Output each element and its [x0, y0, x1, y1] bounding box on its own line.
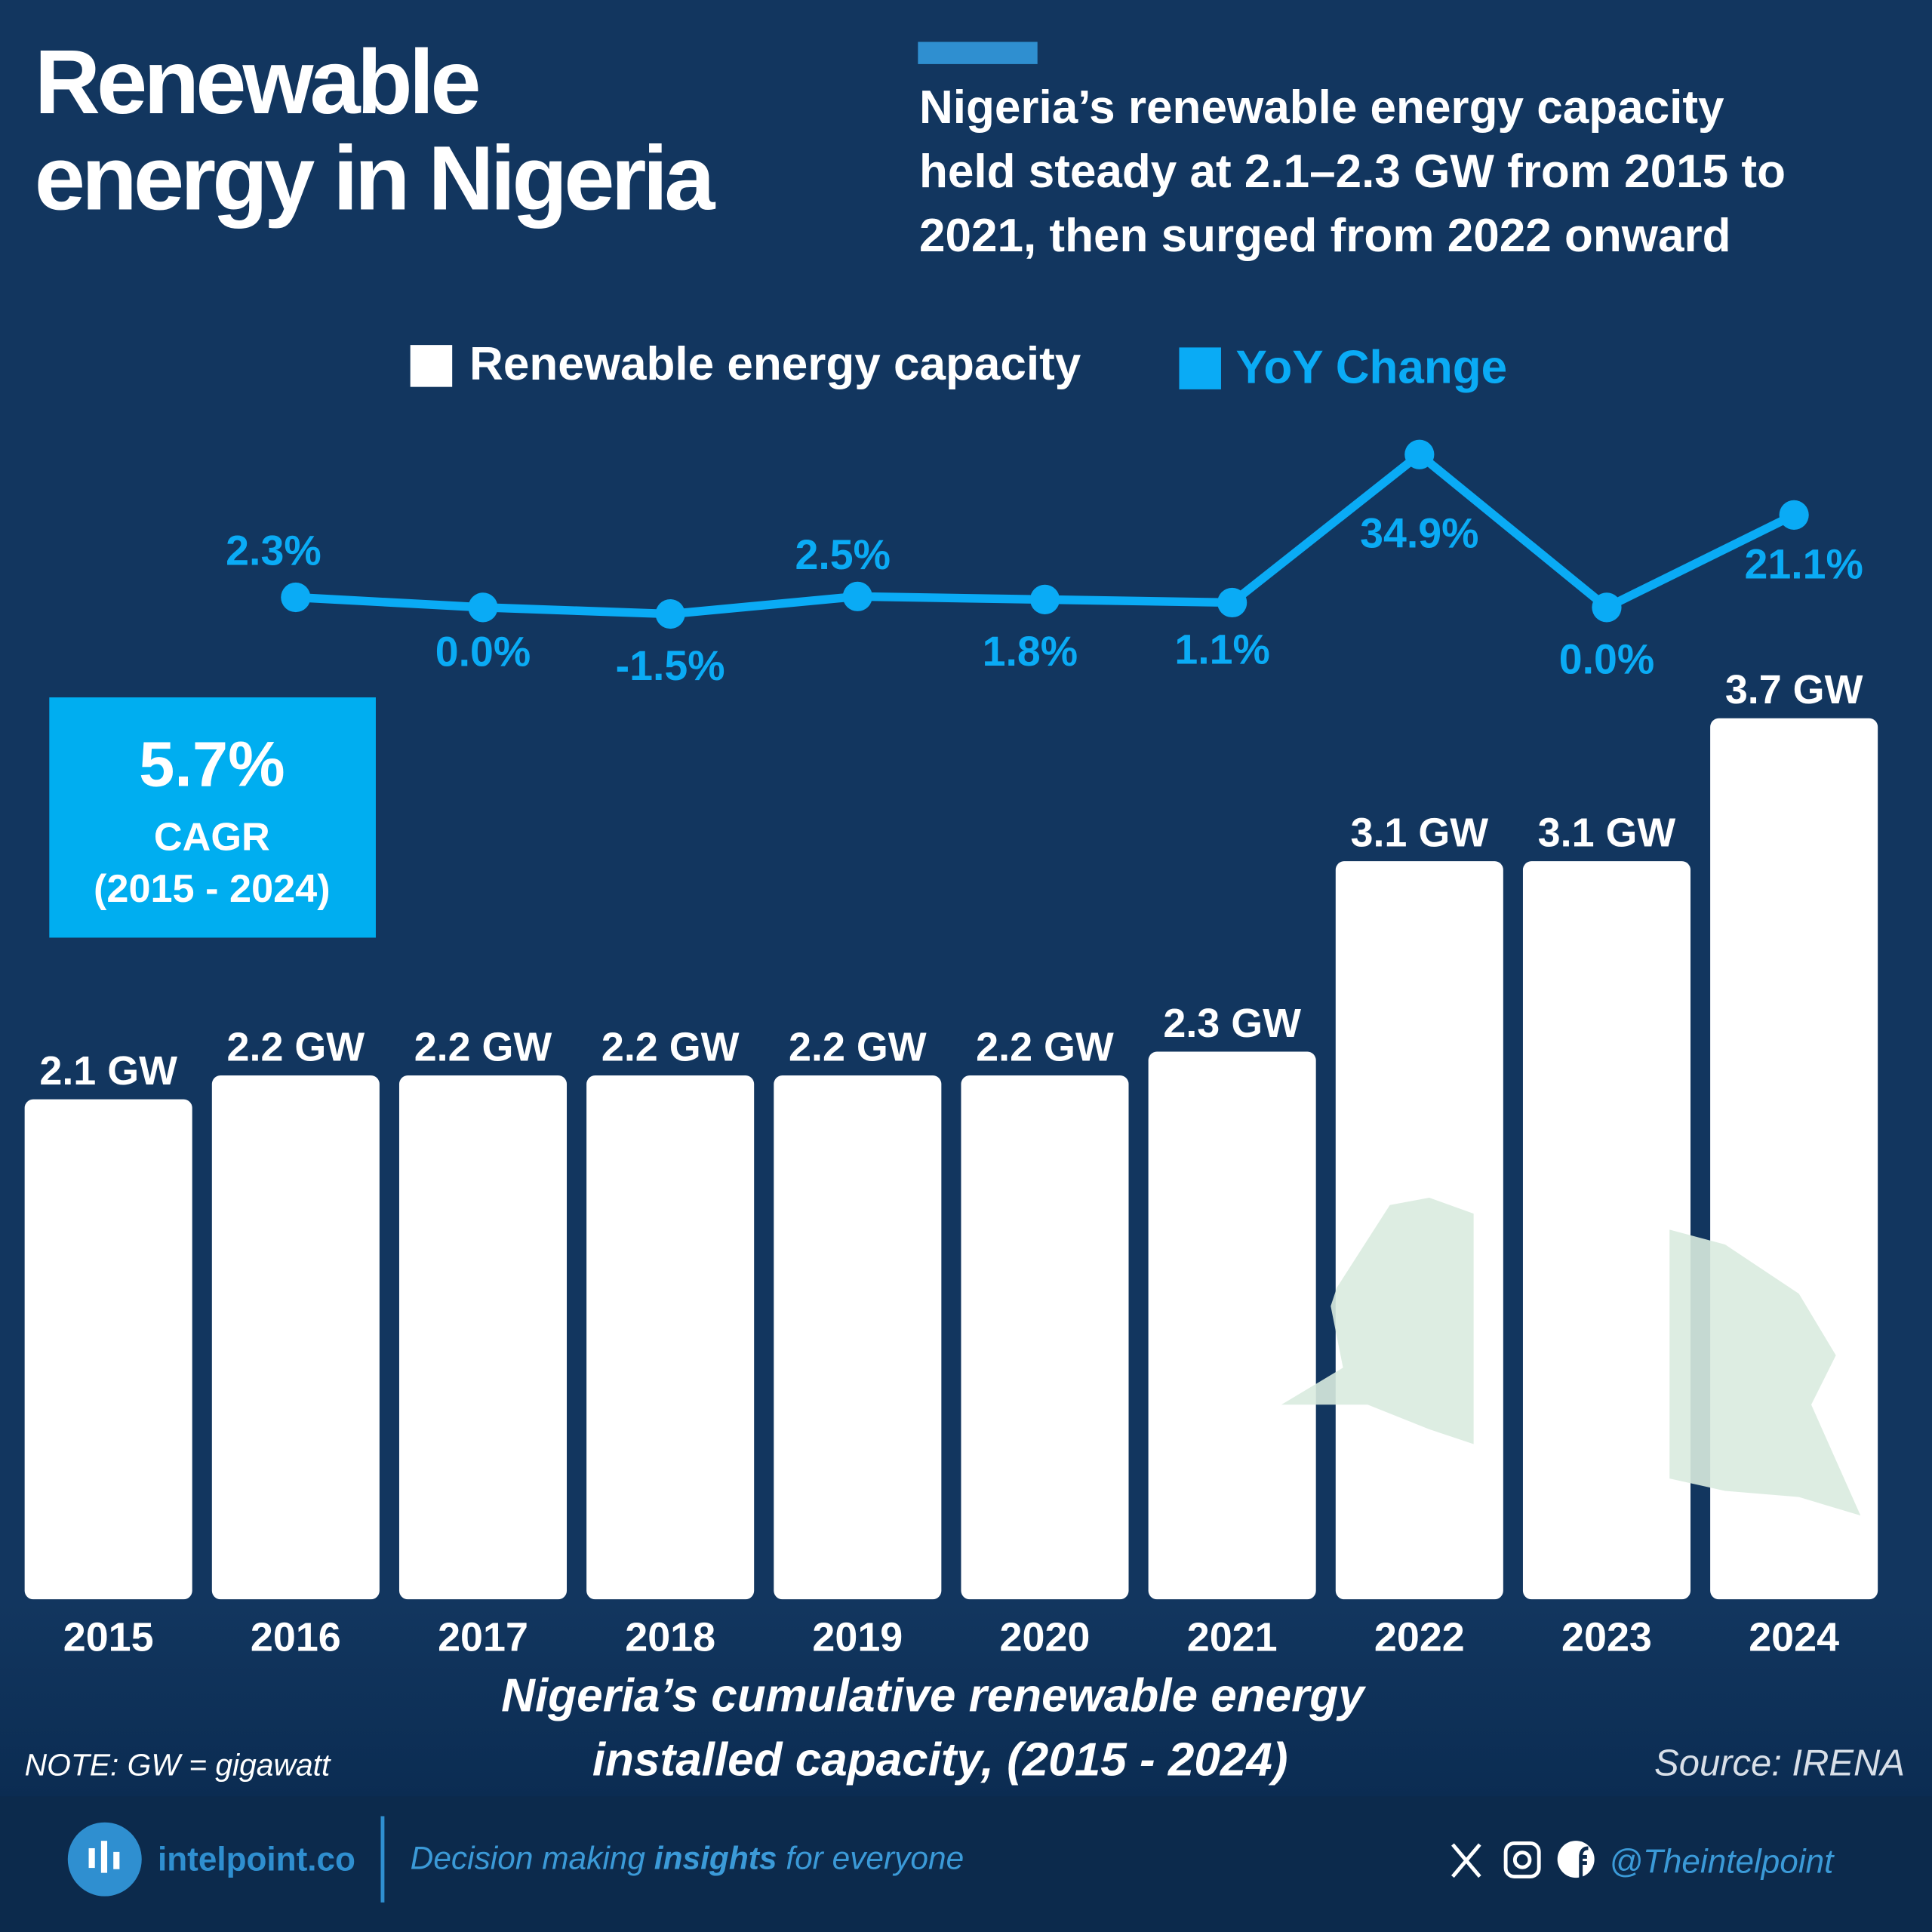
yoy-point: [281, 582, 311, 613]
divider: [380, 1816, 385, 1903]
yoy-point: [1404, 439, 1435, 469]
bar-value-label: 2.2 GW: [789, 1024, 927, 1069]
cagr-box: [49, 697, 376, 938]
x-tick-label: 2023: [1561, 1615, 1652, 1660]
facebook-f: [1579, 1846, 1589, 1878]
x-tick-label: 2017: [438, 1615, 528, 1660]
x-tick-label: 2016: [251, 1615, 341, 1660]
x-axis-title: installed capacity, (2015 - 2024): [592, 1734, 1288, 1786]
x-tick-label: 2022: [1374, 1615, 1465, 1660]
brush-decoration: [1281, 1197, 1861, 1516]
x-axis-title: Nigeria’s cumulative renewable energy: [501, 1670, 1367, 1722]
tagline-part: insights: [654, 1841, 777, 1876]
yoy-point: [1217, 587, 1247, 618]
legend-label: YoY Change: [1236, 342, 1508, 394]
tagline: Decision making insights for everyone: [411, 1841, 964, 1876]
bar-value-label: 2.2 GW: [976, 1024, 1114, 1069]
x-icon: [1451, 1843, 1481, 1878]
bar: [24, 1099, 192, 1600]
cagr-value: 5.7%: [139, 728, 285, 800]
facebook-icon: [1557, 1841, 1595, 1878]
yoy-point: [1592, 592, 1622, 623]
yoy-point: [655, 598, 685, 629]
social-icons: [1451, 1841, 1595, 1878]
subtitle: Nigeria’s renewable energy capacity: [919, 82, 1724, 134]
yoy-point: [1029, 584, 1060, 614]
x-tick-label: 2020: [1000, 1615, 1091, 1660]
yoy-value-label: 0.0%: [435, 629, 531, 675]
bar: [774, 1075, 942, 1600]
tagline-part: Decision making: [411, 1841, 654, 1876]
legend-swatch: [410, 345, 453, 387]
bar-value-label: 2.3 GW: [1163, 1001, 1301, 1046]
yoy-value-label: 1.1%: [1174, 626, 1270, 673]
yoy-value-label: 34.9%: [1360, 510, 1478, 557]
bar-value-label: 2.1 GW: [39, 1048, 177, 1094]
cagr-label: CAGR: [154, 816, 270, 860]
x-tick-label: 2021: [1187, 1615, 1278, 1660]
x-tick-label: 2019: [812, 1615, 903, 1660]
bar: [586, 1075, 755, 1600]
yoy-value-label: 2.5%: [795, 531, 891, 578]
x-tick-label: 2024: [1749, 1615, 1839, 1660]
yoy-point: [842, 581, 872, 611]
x-tick-label: 2015: [63, 1615, 154, 1660]
instagram-icon: [1503, 1841, 1541, 1878]
bar-value-label: 3.7 GW: [1725, 667, 1863, 712]
subtitle: 2021, then surged from 2022 onward: [919, 210, 1731, 262]
bar-value-label: 3.1 GW: [1538, 811, 1676, 856]
bar-value-label: 3.1 GW: [1351, 811, 1489, 856]
cagr-period: (2015 - 2024): [94, 867, 331, 911]
yoy-value-label: 0.0%: [1559, 635, 1655, 682]
yoy-point: [468, 592, 498, 623]
brand: intelpoint.co: [158, 1841, 355, 1878]
source: Source: IRENA: [1654, 1743, 1905, 1784]
yoy-value-label: 1.8%: [983, 628, 1078, 675]
tagline-part: for everyone: [777, 1841, 964, 1876]
x-tick-label: 2018: [625, 1615, 715, 1660]
bar: [961, 1075, 1129, 1600]
bar-value-label: 2.2 GW: [227, 1024, 365, 1069]
bottom-band: [0, 1601, 1932, 1799]
bar: [1522, 861, 1690, 1600]
bar: [211, 1075, 380, 1600]
yoy-point: [1779, 500, 1809, 530]
yoy-value-label: 2.3%: [226, 527, 321, 574]
legend-swatch: [1179, 347, 1221, 389]
subtitle: held steady at 2.1–2.3 GW from 2015 to: [919, 146, 1786, 198]
bar-value-label: 2.2 GW: [601, 1024, 740, 1069]
yoy-value-label: -1.5%: [616, 642, 725, 689]
note: NOTE: GW = gigawatt: [25, 1748, 331, 1783]
bar: [398, 1075, 568, 1600]
yoy-value-label: 21.1%: [1745, 541, 1863, 588]
bar: [1148, 1051, 1316, 1600]
instagram-icon: [1512, 1850, 1532, 1869]
logo-bar: [88, 1847, 95, 1869]
accent-bar: [918, 42, 1038, 64]
chart-title: Renewable: [35, 31, 479, 133]
logo-bar: [100, 1841, 108, 1873]
handle: @Theintelpoint: [1609, 1844, 1835, 1881]
logo-bar: [113, 1851, 120, 1869]
bar-value-label: 2.2 GW: [414, 1024, 552, 1069]
chart-title: energy in Nigeria: [35, 128, 716, 229]
footer-band: [0, 1796, 1932, 1932]
legend-label: Renewable energy capacity: [469, 338, 1081, 390]
